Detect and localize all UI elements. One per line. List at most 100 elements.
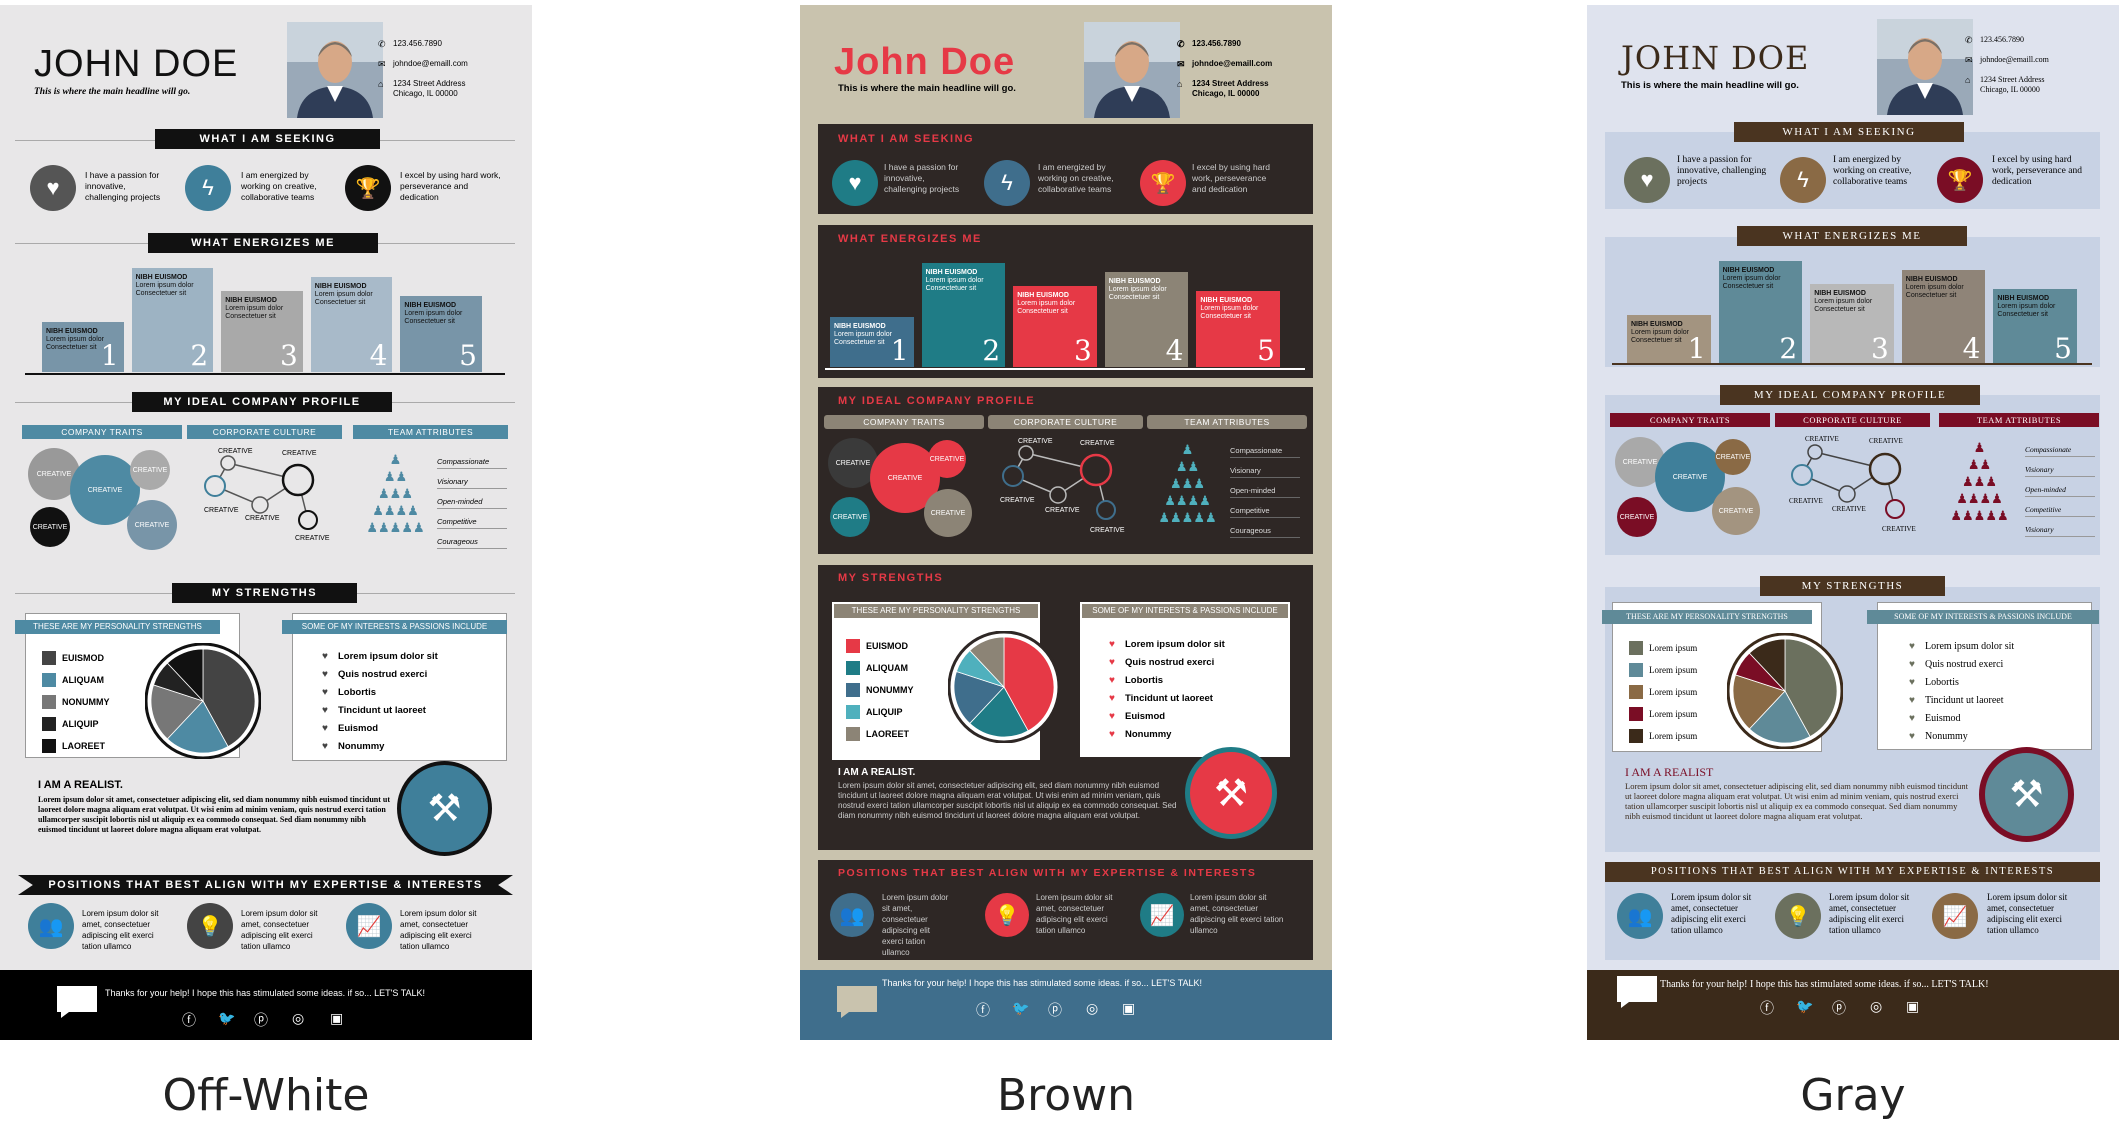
energize-bar: NIBH EUISMOD Lorem ipsum dolor Consectetu… (921, 263, 1006, 367)
interest-item: ♥ Euismod (1909, 713, 1961, 724)
phone-text: ✆ 123.456.7890 (1177, 39, 1241, 49)
linkedin-icon[interactable]: ▣ (1122, 1000, 1136, 1016)
twitter-icon[interactable]: 🐦 (1796, 998, 1814, 1014)
legend-item: ALIQUAM (42, 673, 104, 687)
culture-label: CREATIVE (1869, 437, 1903, 445)
resume-name: JOHN DOE (1621, 39, 1810, 77)
culture-label: CREATIVE (1832, 505, 1866, 513)
home-icon: ⌂ (1965, 75, 1971, 85)
team-pyramid-icon: ♟ ♟♟ ♟♟♟ ♟♟♟♟ ♟♟♟♟♟ (366, 452, 425, 535)
legend-swatch (1629, 707, 1643, 721)
position-text: Lorem ipsum dolor sit amet, consectetuer… (241, 909, 318, 951)
position-text: Lorem ipsum dolor sit amet, consectetuer… (1190, 893, 1284, 935)
linkedin-icon[interactable]: ▣ (1906, 998, 1920, 1014)
section-title: POSITIONS THAT BEST ALIGN WITH MY EXPERT… (838, 867, 1257, 879)
seek-text: I have a passion for innovative, challen… (884, 162, 960, 194)
pie-slice (150, 684, 204, 740)
bar-subtitle: Lorem ipsum dolor Consectetuer sit (1905, 283, 1964, 299)
legend-swatch (1629, 663, 1643, 677)
instagram-icon[interactable]: ◎ (292, 1010, 305, 1026)
bar-title: NIBH EUISMOD (314, 282, 367, 290)
legend-swatch (42, 717, 56, 731)
tools-icon: ⚒ (397, 761, 492, 856)
instagram-icon[interactable]: ◎ (1086, 1000, 1099, 1016)
seek-text: I excel by using hard work, perseverance… (1992, 155, 2082, 187)
legend-swatch (42, 673, 56, 687)
position-text: Lorem ipsum dolor sit amet, consectetuer… (1987, 892, 2068, 935)
heart-icon: ♥ (1109, 729, 1115, 740)
section-banner: POSITIONS THAT BEST ALIGN WITH MY EXPERT… (18, 875, 513, 895)
panel-title: SOME OF MY INTERESTS & PASSIONS INCLUDE (1082, 604, 1288, 618)
trait-bubble: CREATIVE (127, 500, 177, 550)
facebook-icon[interactable]: ⓕ (1760, 1000, 1774, 1016)
seeking-section (818, 124, 1313, 214)
attribute-item: Competitive (1230, 506, 1300, 518)
attribute-item: Visionary (2025, 525, 2095, 537)
bar-number: 2 (1779, 332, 1798, 365)
legend-swatch (846, 727, 860, 741)
heart-icon: ♥ (322, 651, 328, 662)
tab-company-traits: COMPANY TRAITS (22, 425, 182, 439)
phone-text: ✆ 123.456.7890 (1965, 35, 2024, 45)
bar-number: 3 (1073, 334, 1092, 367)
home-icon: ⌂ (378, 79, 384, 89)
footer-text: Thanks for your help! I hope this has st… (882, 978, 1203, 988)
bar-label: NIBH EUISMOD Lorem ipsum dolor Consectetu… (1997, 295, 2077, 319)
pinterest-icon[interactable]: ⓟ (1832, 1000, 1846, 1016)
legend-item: ALIQUIP (846, 705, 903, 719)
lightning-icon: ϟ (984, 160, 1030, 206)
bulb-icon: 💡 (1775, 893, 1821, 939)
chart-up-icon: 📈 (1932, 893, 1978, 939)
culture-network-diagram (1791, 444, 1905, 519)
legend-swatch (1629, 685, 1643, 699)
heart-icon: ♥ (1109, 711, 1115, 722)
bar-title: NIBH EUISMOD (1200, 297, 1253, 305)
heart-icon: ♥ (1909, 731, 1915, 742)
facebook-icon[interactable]: ⓕ (976, 1002, 990, 1018)
bar-title: NIBH EUISMOD (834, 322, 886, 330)
interest-item: ♥ Lobortis (322, 687, 376, 698)
legend-swatch (42, 695, 56, 709)
section-banner: POSITIONS THAT BEST ALIGN WITH MY EXPERT… (1605, 862, 2100, 882)
bar-title: NIBH EUISMOD (1108, 277, 1161, 285)
interest-item: ♥ Nonummy (1109, 729, 1172, 740)
speech-bubble-icon (837, 986, 877, 1018)
twitter-icon[interactable]: 🐦 (218, 1010, 236, 1026)
strengths-pie-chart (1727, 633, 1843, 749)
heart-icon: ♥ (1909, 695, 1915, 706)
bar-number: 3 (279, 339, 298, 372)
legend-item: ALIQUAM (846, 661, 908, 675)
facebook-icon[interactable]: ⓕ (182, 1012, 196, 1028)
footer-text: Thanks for your help! I hope this has st… (105, 988, 426, 998)
legend-item: EUISMOD (42, 651, 104, 665)
bar-title: NIBH EUISMOD (1631, 320, 1683, 328)
bar-number: 4 (1165, 334, 1184, 367)
culture-label: CREATIVE (295, 535, 330, 542)
pinterest-icon[interactable]: ⓟ (254, 1012, 268, 1028)
speech-bubble-icon (57, 986, 97, 1018)
pinterest-icon[interactable]: ⓟ (1048, 1002, 1062, 1018)
bar-number: 1 (1687, 332, 1706, 365)
bar-label: NIBH EUISMOD Lorem ipsum dolor Consectetu… (926, 269, 1006, 293)
bar-subtitle: Lorem ipsum dolor Consectetuer sit (404, 310, 463, 326)
bar-number: 1 (100, 339, 119, 372)
interest-item: ♥ Nonummy (322, 741, 385, 752)
strengths-pie-chart (948, 631, 1060, 743)
pie-slice (1784, 638, 1838, 738)
instagram-icon[interactable]: ◎ (1870, 998, 1883, 1014)
attribute-item: Competitive (437, 517, 507, 529)
linkedin-icon[interactable]: ▣ (330, 1010, 344, 1026)
pie-slice (1748, 690, 1811, 744)
section-banner: WHAT I AM SEEKING (1734, 122, 1964, 142)
address-text: ⌂ 1234 Street Address Chicago, IL 00000 (1965, 75, 2045, 94)
heart-icon: ♥ (1109, 657, 1115, 668)
interest-item: ♥ Quis nostrud exerci (1909, 659, 2004, 670)
trait-bubble: CREATIVE (924, 489, 972, 537)
culture-network-diagram (204, 455, 318, 530)
people-icon: 👥 (830, 893, 874, 937)
bar-label: NIBH EUISMOD Lorem ipsum dolor Consectetu… (225, 297, 303, 321)
legend-swatch (846, 661, 860, 675)
section-banner: MY IDEAL COMPANY PROFILE (132, 392, 392, 412)
twitter-icon[interactable]: 🐦 (1012, 1000, 1030, 1016)
bar-label: NIBH EUISMOD Lorem ipsum dolor Consectetu… (136, 274, 214, 298)
